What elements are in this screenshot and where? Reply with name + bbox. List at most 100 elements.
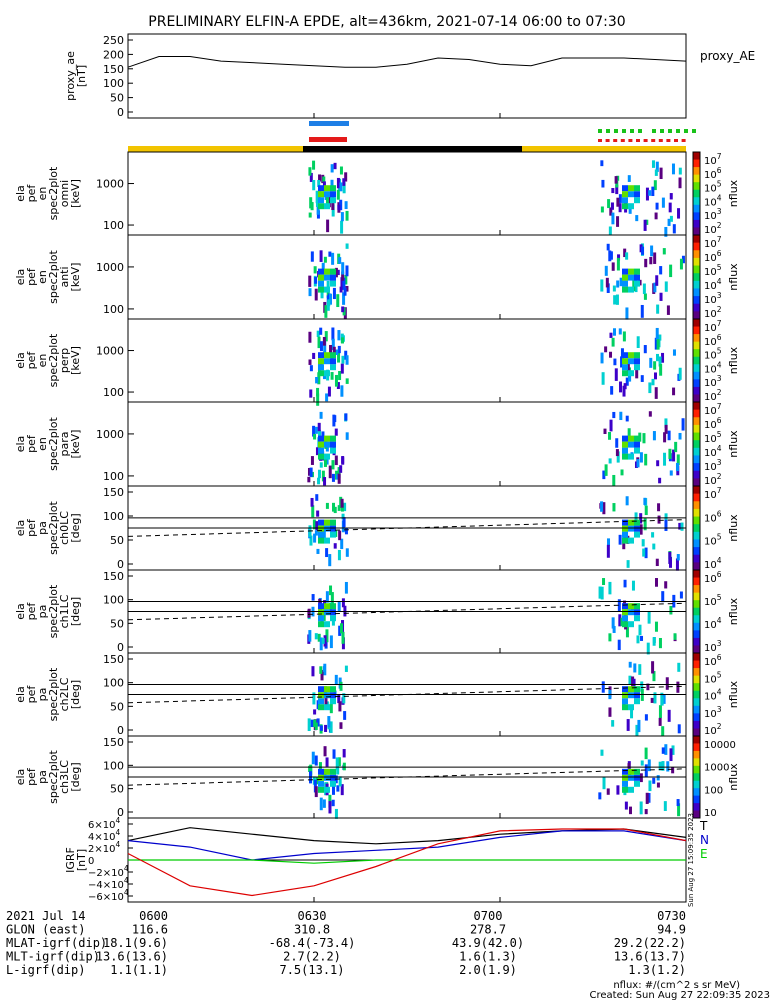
spectrogram-cell: [681, 255, 685, 264]
colorbar-segment: [693, 810, 700, 819]
spectrogram-core-cell: [324, 519, 330, 526]
footer-cell: 0600: [139, 909, 168, 923]
spectrogram-cell: [652, 431, 656, 441]
spectrogram-cell: [679, 591, 683, 599]
spectrogram-core-cell: [634, 435, 640, 442]
spectrogram-cell: [649, 357, 653, 368]
spectrogram-cell: [681, 418, 685, 431]
spectrogram-cell: [658, 761, 662, 771]
footer-cell: 13.6(13.6): [96, 950, 168, 964]
spectrogram-cell: [345, 432, 349, 440]
spectrogram-cell: [326, 280, 330, 289]
y-label-line: en: [36, 270, 49, 284]
spectrogram-cell: [340, 385, 344, 397]
spectrogram-cell: [661, 352, 665, 363]
y-tick-label: 100: [103, 759, 124, 772]
spectrogram-cell: [657, 515, 661, 524]
spectrogram-core-cell: [318, 447, 324, 454]
colorbar-segment: [693, 780, 700, 789]
spectrogram-cell: [333, 543, 337, 549]
spectrogram-cell: [310, 251, 314, 262]
colorbar-segment: [693, 660, 700, 669]
colorbar-segment: [693, 319, 700, 328]
spectrogram-core-cell: [634, 185, 640, 192]
y-tick-label: 0: [117, 558, 124, 571]
y-label-line: spec2plot: [47, 667, 60, 721]
spectrogram-cell: [602, 578, 606, 585]
spectrogram-core-cell: [634, 615, 640, 622]
red-tick: [681, 139, 686, 142]
spectrogram-cell: [335, 757, 339, 771]
spectrogram-core-cell: [318, 686, 324, 693]
spectrogram-core-cell: [622, 704, 628, 711]
spectrogram-core-cell: [324, 286, 330, 293]
spectrogram-core-cell: [628, 768, 634, 775]
y-label-line: pa: [36, 688, 49, 702]
red-tick: [598, 139, 602, 142]
spectrogram-core-cell: [628, 441, 634, 448]
spectrogram-cell: [338, 371, 342, 381]
colorbar-segment: [693, 402, 700, 411]
sunlit-bar-left: [128, 146, 303, 152]
y-label-line: proxy_ae: [64, 51, 77, 101]
spectrogram-cell: [319, 637, 323, 651]
spectrogram-cell: [316, 205, 320, 215]
spectrogram-cell: [613, 295, 617, 305]
spectrogram-cell: [663, 452, 667, 466]
spectrogram-core-cell: [330, 519, 336, 526]
spectrogram-cell: [345, 548, 349, 557]
spectrogram-core-cell: [628, 274, 634, 281]
colorbar-segment: [693, 219, 700, 228]
panel-9: IGRF[nT] 6×1044×1042×1040−2×104−4×104−6×1…: [64, 816, 709, 903]
green-tick: [676, 129, 680, 133]
spectrogram-cell: [308, 288, 312, 297]
spectrogram-core-cell: [622, 531, 628, 538]
spectrogram-cell: [345, 378, 349, 384]
spectrogram-cell: [611, 188, 615, 194]
colorbar-tick-label: 1000: [704, 763, 729, 774]
green-tick: [660, 129, 664, 133]
spectrogram-cell: [612, 411, 616, 419]
spectrogram-cell: [344, 581, 348, 594]
y-tick-label: 1000: [96, 428, 124, 441]
spectrogram-core-cell: [634, 364, 640, 371]
spectrogram-core-cell: [628, 268, 634, 275]
spectrogram-cell: [310, 456, 314, 465]
spectrogram-cell: [617, 639, 621, 651]
spectrogram-cell: [644, 809, 648, 815]
red-tick: [613, 139, 618, 142]
spectrogram-cell: [640, 760, 644, 766]
spectrogram-cell: [315, 376, 319, 384]
spectrogram-cell: [656, 339, 660, 350]
spectrogram-cell: [622, 543, 626, 550]
spectrogram-cell: [650, 245, 654, 257]
spectrogram-cell: [324, 697, 328, 705]
spectrogram-cell: [652, 637, 656, 646]
spectrogram-cell: [343, 711, 347, 720]
spectrogram-core-cell: [330, 603, 336, 610]
spectrogram-cell: [328, 251, 332, 257]
spectrogram-cell: [331, 473, 335, 482]
spectrogram-cell: [665, 677, 669, 690]
spectrogram-core-cell: [622, 780, 628, 787]
spectrogram-core-cell: [330, 698, 336, 705]
colorbar-segment: [693, 683, 700, 692]
spectrogram-cell: [308, 630, 312, 642]
spectrogram-core-cell: [622, 370, 628, 377]
colorbar-segment: [693, 303, 700, 312]
right-label: proxy_AE: [700, 49, 755, 63]
spectrogram-core-cell: [318, 603, 324, 610]
spectrogram-core-cell: [628, 704, 634, 711]
spectrogram-core-cell: [622, 435, 628, 442]
footer-cell: 2.0(1.9): [459, 963, 517, 977]
spectrogram-core-cell: [318, 197, 324, 204]
colorbar-segment: [693, 592, 700, 601]
y-tick-label: 150: [103, 570, 124, 583]
spectrogram-core-cell: [634, 780, 640, 787]
spectrogram-cell: [336, 177, 340, 189]
colorbar-tick-label: 104: [704, 556, 722, 571]
spectrogram-cell: [309, 467, 313, 477]
y-label-line: en: [36, 437, 49, 451]
spectrogram-cell: [325, 591, 329, 603]
y-label-line: para: [58, 432, 71, 457]
